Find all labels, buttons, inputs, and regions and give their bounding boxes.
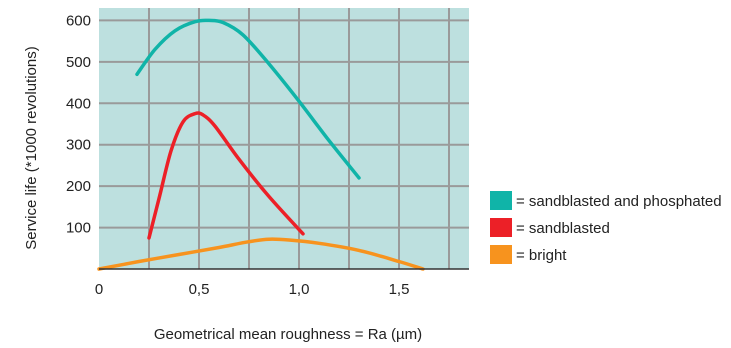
y-tick-labels: 100 200 300 400 500 600: [66, 12, 91, 236]
y-tick-label: 300: [66, 137, 91, 154]
x-tick-label: 1,5: [389, 281, 410, 298]
series-line-1: [147, 111, 305, 240]
legend-swatch-1: [490, 218, 512, 237]
legend: = sandblasted and phosphated = sandblaste…: [490, 191, 722, 264]
y-tick-label: 500: [66, 54, 91, 71]
grid-lines: [99, 8, 469, 269]
legend-swatch-0: [490, 191, 512, 210]
x-tick-label: 1,0: [289, 281, 310, 298]
plot-background: [99, 8, 469, 269]
y-tick-label: 200: [66, 178, 91, 195]
x-tick-labels: 0 0,5 1,0 1,5: [95, 281, 410, 298]
y-tick-label: 100: [66, 220, 91, 237]
x-tick-label: 0: [95, 281, 103, 298]
legend-label-0: = sandblasted and phosphated: [516, 193, 722, 210]
legend-label-1: = sandblasted: [516, 220, 610, 237]
legend-label-2: = bright: [516, 247, 567, 264]
series-line-0: [135, 18, 361, 180]
series-line-2: [97, 237, 425, 271]
series-lines: [97, 18, 425, 271]
x-tick-label: 0,5: [189, 281, 210, 298]
y-tick-label: 600: [66, 12, 91, 29]
legend-swatch-2: [490, 245, 512, 264]
y-tick-label: 400: [66, 95, 91, 112]
y-axis-label: Service life (*1000 revolutions): [23, 46, 40, 249]
x-axis-label: Geometrical mean roughness = Ra (µm): [154, 326, 422, 343]
